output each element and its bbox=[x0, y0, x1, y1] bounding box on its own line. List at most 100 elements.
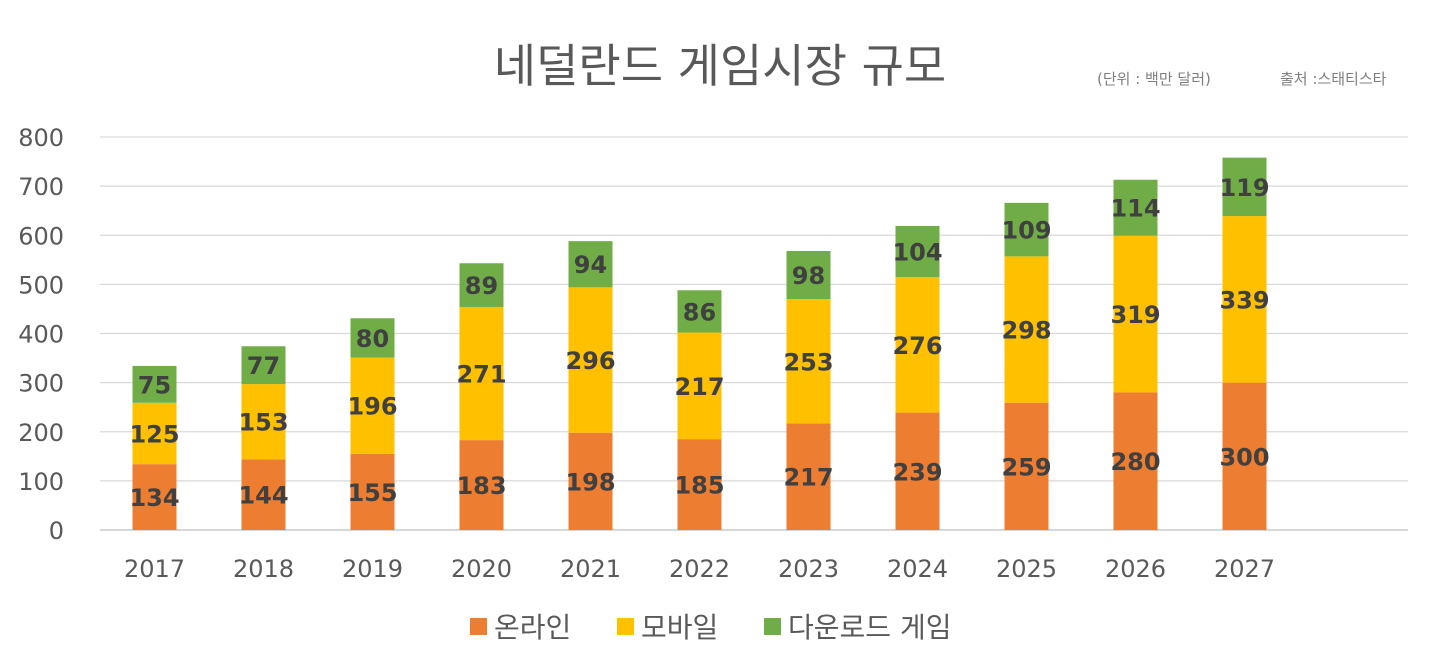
bar-segment bbox=[1004, 402, 1049, 530]
bar-segment bbox=[568, 432, 613, 530]
data-label: 196 bbox=[347, 393, 397, 421]
y-tick-label: 0 bbox=[49, 517, 64, 545]
bar-segment bbox=[459, 263, 504, 307]
bar-segment bbox=[1222, 382, 1267, 530]
bar-segment bbox=[241, 459, 286, 530]
bar-segment bbox=[132, 402, 177, 465]
gridlines bbox=[100, 136, 1408, 531]
bar-segment bbox=[895, 277, 940, 413]
bar-segment bbox=[786, 299, 831, 424]
bar-segment bbox=[895, 412, 940, 530]
y-tick-label: 300 bbox=[18, 370, 64, 398]
data-label: 119 bbox=[1219, 174, 1269, 202]
bar-segment bbox=[1004, 256, 1049, 403]
data-label: 153 bbox=[238, 409, 288, 437]
x-axis: 2017 2018 2019 2020 2021 2022 2023 2024 2025 2026… bbox=[124, 555, 1275, 583]
data-label: 75 bbox=[138, 371, 171, 399]
data-label: 144 bbox=[238, 482, 288, 510]
y-axis: 0 100 200 300 400 500 600 700 800 bbox=[18, 124, 64, 545]
bar-segment bbox=[786, 423, 831, 530]
bar-segment bbox=[677, 439, 722, 530]
data-label: 217 bbox=[783, 464, 833, 492]
y-tick-label: 400 bbox=[18, 321, 64, 349]
data-label: 339 bbox=[1219, 286, 1269, 314]
legend: 온라인 모바일 다운로드 게임 bbox=[470, 611, 951, 644]
legend-swatch bbox=[764, 618, 781, 635]
data-label: 125 bbox=[129, 420, 179, 448]
legend-label: 모바일 bbox=[641, 611, 718, 644]
y-tick-label: 800 bbox=[18, 124, 64, 152]
bar-segment bbox=[1222, 216, 1267, 383]
data-label: 86 bbox=[683, 298, 716, 326]
data-label: 296 bbox=[565, 347, 615, 375]
x-tick-label: 2023 bbox=[778, 555, 839, 583]
x-tick-label: 2022 bbox=[669, 555, 730, 583]
bar-segment bbox=[568, 287, 613, 433]
x-tick-label: 2019 bbox=[342, 555, 403, 583]
bar-segment bbox=[350, 318, 395, 358]
bar-segment bbox=[895, 225, 940, 278]
data-label: 280 bbox=[1110, 448, 1160, 476]
data-label: 155 bbox=[347, 479, 397, 507]
y-tick-label: 700 bbox=[18, 173, 64, 201]
bar-segment bbox=[132, 365, 177, 403]
bar-segment bbox=[677, 290, 722, 333]
data-label: 134 bbox=[129, 484, 179, 512]
data-label: 253 bbox=[783, 348, 833, 376]
bar-segment bbox=[459, 306, 504, 441]
legend-swatch bbox=[470, 618, 487, 635]
bar-segment bbox=[350, 357, 395, 454]
data-label: 259 bbox=[1001, 453, 1051, 481]
unit-note: (단위 : 백만 달러) bbox=[1097, 70, 1211, 88]
data-label: 298 bbox=[1001, 317, 1051, 345]
bar-segment bbox=[677, 332, 722, 440]
x-tick-label: 2020 bbox=[451, 555, 512, 583]
x-tick-label: 2017 bbox=[124, 555, 185, 583]
data-label: 80 bbox=[356, 325, 389, 353]
data-label: 300 bbox=[1219, 443, 1269, 471]
data-label: 239 bbox=[892, 458, 942, 486]
bar-segment bbox=[786, 250, 831, 300]
data-label: 185 bbox=[674, 472, 724, 500]
data-label: 114 bbox=[1110, 195, 1160, 223]
bar-segment bbox=[1004, 202, 1049, 257]
data-label: 319 bbox=[1110, 301, 1160, 329]
y-tick-label: 600 bbox=[18, 222, 64, 250]
legend-label: 다운로드 게임 bbox=[788, 611, 951, 644]
data-label: 104 bbox=[892, 238, 942, 266]
x-tick-label: 2027 bbox=[1214, 555, 1275, 583]
source-note: 출처 :스태티스타 bbox=[1280, 70, 1387, 88]
y-tick-label: 200 bbox=[18, 419, 64, 447]
data-label: 98 bbox=[792, 262, 825, 290]
data-label: 109 bbox=[1001, 217, 1051, 245]
data-label: 89 bbox=[465, 272, 498, 300]
data-label: 276 bbox=[892, 332, 942, 360]
data-label: 198 bbox=[565, 468, 615, 496]
x-tick-label: 2018 bbox=[233, 555, 294, 583]
chart-title: 네덜란드 게임시장 규모 bbox=[494, 39, 946, 93]
x-tick-label: 2024 bbox=[887, 555, 948, 583]
bar-segment bbox=[132, 464, 177, 530]
bar-segment bbox=[1113, 235, 1158, 393]
y-tick-label: 100 bbox=[18, 468, 64, 496]
data-label: 94 bbox=[574, 251, 607, 279]
legend-label: 온라인 bbox=[494, 611, 571, 644]
bar-segment bbox=[1113, 179, 1158, 236]
bar-segment bbox=[350, 453, 395, 530]
bar-segment bbox=[459, 440, 504, 530]
bar-segment bbox=[241, 346, 286, 385]
legend-swatch bbox=[617, 618, 634, 635]
bar-segment bbox=[241, 384, 286, 460]
data-label: 77 bbox=[247, 352, 280, 380]
bars: 134 125 75 144 153 77 155 196 80 183 271 89 198 296 94… bbox=[129, 157, 1270, 530]
bar-segment bbox=[1113, 392, 1158, 530]
x-tick-label: 2021 bbox=[560, 555, 621, 583]
bar-segment bbox=[1222, 157, 1267, 217]
data-label: 183 bbox=[456, 472, 506, 500]
x-tick-label: 2025 bbox=[996, 555, 1057, 583]
bar-segment bbox=[568, 241, 613, 288]
x-tick-label: 2026 bbox=[1105, 555, 1166, 583]
data-label: 217 bbox=[674, 373, 724, 401]
y-tick-label: 500 bbox=[18, 271, 64, 299]
